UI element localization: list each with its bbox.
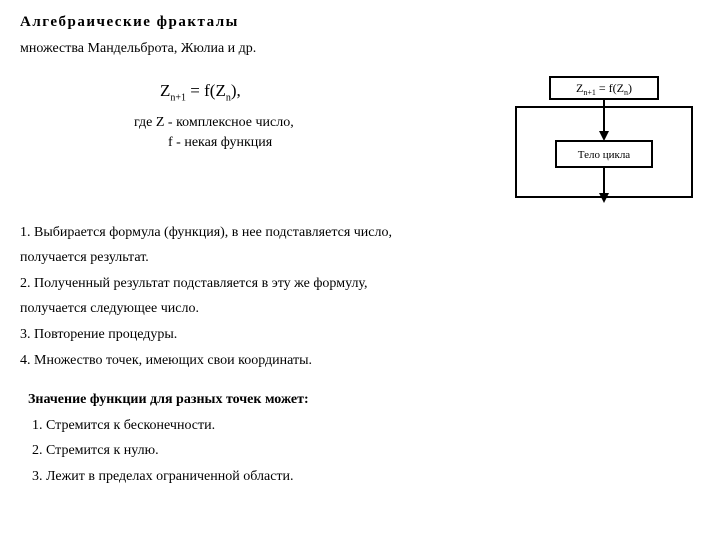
- flowchart-diagram: Zn+1 = f(Zn) Тело цикла: [490, 73, 700, 203]
- outcome-list: 1. Стремится к бесконечности. 2. Стремит…: [32, 416, 700, 487]
- formula-explanation: где Z - комплексное число, f - некая фун…: [134, 113, 490, 152]
- formula-where2: f - некая функция: [134, 133, 490, 153]
- outcome-header: Значение функции для разных точек может:: [28, 390, 700, 410]
- outcome-1: 1. Стремится к бесконечности.: [32, 416, 700, 436]
- outcome-2: 2. Стремится к нулю.: [32, 441, 700, 461]
- formula-where1: где Z - комплексное число,: [134, 113, 490, 133]
- formula-main: Zn+1 = f(Zn),: [160, 79, 490, 105]
- formula-z-next: Z: [160, 81, 170, 100]
- step-2a: 2. Полученный результат подставляется в …: [20, 274, 700, 294]
- formula-block: Zn+1 = f(Zn), где Z - комплексное число,…: [20, 73, 490, 203]
- step-3: 3. Повторение процедуры.: [20, 325, 700, 345]
- flowchart-svg: Zn+1 = f(Zn) Тело цикла: [510, 73, 700, 203]
- step-1b: получается результат.: [20, 248, 700, 268]
- page-title: Алгебраические фракталы: [20, 12, 700, 33]
- formula-eq: = f(: [186, 81, 215, 100]
- diagram-body-text: Тело цикла: [578, 149, 631, 161]
- subtitle: множества Мандельброта, Жюлиа и др.: [20, 39, 700, 59]
- formula-sub-next: n+1: [170, 92, 186, 103]
- steps-list: 1. Выбирается формула (функция), в нее п…: [20, 223, 700, 371]
- step-4: 4. Множество точек, имеющих свои координ…: [20, 351, 700, 371]
- step-1a: 1. Выбирается формула (функция), в нее п…: [20, 223, 700, 243]
- formula-close: ),: [231, 81, 241, 100]
- formula-z-arg: Z: [215, 81, 225, 100]
- step-2b: получается следующее число.: [20, 299, 700, 319]
- outcome-3: 3. Лежит в пределах ограниченной области…: [32, 467, 700, 487]
- formula-and-diagram-row: Zn+1 = f(Zn), где Z - комплексное число,…: [20, 73, 700, 203]
